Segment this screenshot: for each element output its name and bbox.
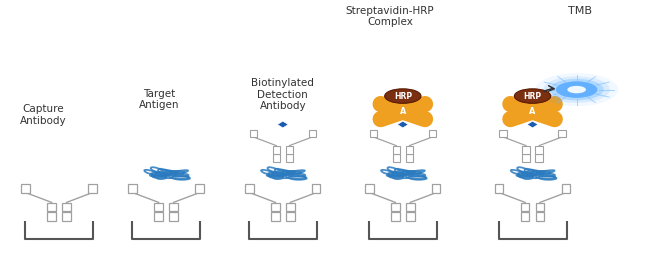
- Bar: [365, 184, 374, 193]
- Text: HRP: HRP: [523, 92, 541, 101]
- Text: HRP: HRP: [394, 92, 412, 101]
- Bar: [286, 154, 293, 161]
- Bar: [271, 203, 280, 211]
- Bar: [406, 212, 415, 220]
- Bar: [499, 130, 507, 137]
- Bar: [370, 130, 377, 137]
- Bar: [62, 212, 71, 220]
- Bar: [558, 130, 566, 137]
- Bar: [271, 212, 280, 220]
- Bar: [521, 212, 529, 220]
- Bar: [250, 130, 257, 137]
- Text: Capture
Antibody: Capture Antibody: [20, 104, 66, 126]
- Bar: [406, 203, 415, 211]
- Bar: [495, 184, 503, 193]
- Bar: [47, 212, 56, 220]
- Circle shape: [543, 76, 610, 103]
- Bar: [170, 212, 177, 220]
- Bar: [391, 212, 400, 220]
- Bar: [286, 203, 294, 211]
- Bar: [170, 203, 177, 211]
- Circle shape: [550, 79, 604, 100]
- Bar: [536, 154, 543, 161]
- Polygon shape: [527, 121, 538, 128]
- Circle shape: [385, 89, 421, 103]
- Bar: [272, 146, 280, 154]
- Text: A: A: [400, 107, 406, 116]
- Text: Biotinylated
Detection
Antibody: Biotinylated Detection Antibody: [252, 78, 315, 112]
- Bar: [312, 184, 320, 193]
- Bar: [309, 130, 316, 137]
- Bar: [155, 212, 163, 220]
- Circle shape: [535, 73, 618, 106]
- Bar: [286, 212, 294, 220]
- Bar: [286, 146, 293, 154]
- Bar: [536, 212, 544, 220]
- Bar: [536, 146, 543, 154]
- Circle shape: [556, 81, 597, 98]
- Text: Streptavidin-HRP
Complex: Streptavidin-HRP Complex: [346, 6, 434, 28]
- Bar: [21, 184, 30, 193]
- Bar: [432, 184, 441, 193]
- Text: TMB: TMB: [568, 6, 592, 16]
- Bar: [245, 184, 254, 193]
- Bar: [88, 184, 97, 193]
- Circle shape: [567, 86, 586, 93]
- Text: A: A: [530, 107, 536, 116]
- Bar: [272, 154, 280, 161]
- Polygon shape: [397, 121, 408, 128]
- Circle shape: [514, 89, 551, 103]
- Bar: [129, 184, 137, 193]
- Bar: [406, 146, 413, 154]
- Bar: [521, 203, 529, 211]
- Bar: [428, 130, 436, 137]
- Bar: [393, 146, 400, 154]
- Bar: [47, 203, 56, 211]
- Bar: [536, 203, 544, 211]
- Bar: [393, 154, 400, 161]
- Bar: [62, 203, 71, 211]
- Bar: [523, 146, 530, 154]
- Bar: [195, 184, 203, 193]
- Bar: [406, 154, 413, 161]
- Bar: [562, 184, 570, 193]
- Bar: [523, 154, 530, 161]
- Text: Target
Antigen: Target Antigen: [139, 89, 180, 110]
- Bar: [155, 203, 163, 211]
- Polygon shape: [278, 121, 289, 128]
- Bar: [391, 203, 400, 211]
